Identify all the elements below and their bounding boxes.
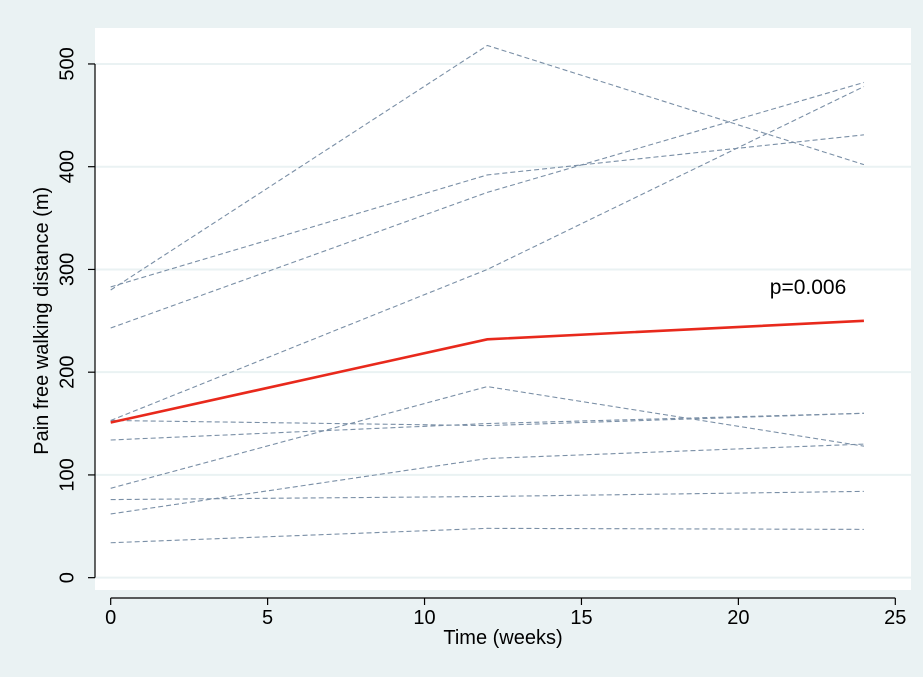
x-tick-label: 10 xyxy=(413,607,435,629)
x-axis-title: Time (weeks) xyxy=(443,627,562,649)
x-tick-label: 25 xyxy=(884,607,906,629)
y-tick-label: 500 xyxy=(56,47,78,80)
individual-series-line xyxy=(110,490,864,501)
individual-series-line xyxy=(110,81,865,329)
individual-series-line xyxy=(110,527,864,544)
plot-area xyxy=(95,28,911,590)
x-tick-label: 15 xyxy=(570,607,592,629)
y-axis-title: Pain free walking distance (m) xyxy=(31,187,53,455)
y-tick-label: 0 xyxy=(56,572,78,583)
p-value-annotation: p=0.006 xyxy=(770,276,847,299)
y-tick-label: 200 xyxy=(56,355,78,388)
axes: 0 100 200 300 400 500 0 5 10 15 20 25 xyxy=(56,47,906,629)
individual-series-line xyxy=(110,412,864,427)
x-tick-label: 0 xyxy=(105,607,116,629)
individual-series-line xyxy=(110,443,864,515)
series-layer xyxy=(110,44,865,544)
individual-series-line xyxy=(110,86,865,421)
individual-series-line xyxy=(110,44,865,291)
x-tick-label: 5 xyxy=(262,607,273,629)
individual-series-line xyxy=(110,386,865,489)
y-tick-label: 400 xyxy=(56,150,78,183)
x-tick-label: 20 xyxy=(727,607,749,629)
individual-series-line xyxy=(110,412,864,441)
y-tick-label: 300 xyxy=(56,253,78,286)
individual-series-line xyxy=(110,134,864,288)
y-tick-label: 100 xyxy=(56,458,78,491)
mean-series-line xyxy=(110,319,864,424)
